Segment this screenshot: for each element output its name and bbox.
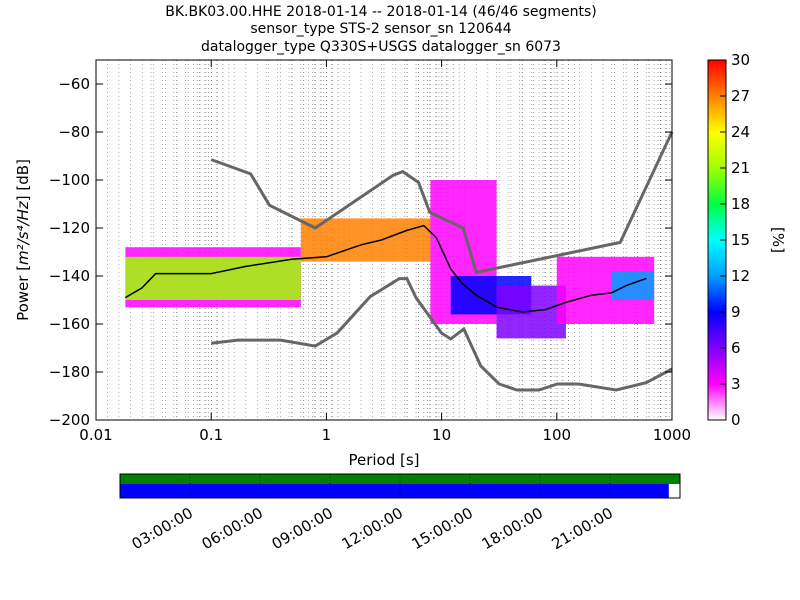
timeline-coverage-bar [120, 484, 669, 498]
colorbar-tick-label: 15 [731, 231, 750, 249]
x-axis-label: Period [s] [348, 451, 419, 469]
x-tick-label: 0.1 [199, 426, 223, 444]
x-axis-ticks: 0.01 0.1 1 10 100 1000 [79, 60, 691, 444]
noise-model-nlnm [211, 277, 673, 392]
colorbar-tick-label: 12 [731, 267, 750, 285]
x-tick-label: 1000 [653, 426, 691, 444]
coverage-timeline: 03:00:00 06:00:00 09:00:00 12:00:00 15:00:00… [119, 473, 681, 553]
colorbar-label: [%] [769, 227, 787, 253]
median-curve [125, 224, 647, 313]
title-line-3: datalogger_type Q330S+USGS datalogger_sn… [201, 39, 561, 55]
colorbar: 0 3 6 9 12 15 18 21 24 27 30 [%] [707, 51, 787, 429]
median-line [125, 224, 647, 313]
y-axis-label-prefix: Power [ [14, 265, 32, 321]
x-tick-label: 1 [322, 426, 332, 444]
density-cell [496, 285, 566, 339]
colorbar-tick-label: 18 [731, 195, 750, 213]
timeline-tick-label: 18:00:00 [479, 504, 546, 553]
timeline-tick-label: 12:00:00 [339, 504, 406, 553]
figure-title: BK.BK03.00.HHE 2018-01-14 -- 2018-01-14 … [165, 4, 597, 55]
title-line-1: BK.BK03.00.HHE 2018-01-14 -- 2018-01-14 … [165, 4, 597, 20]
colorbar-tick-label: 3 [731, 375, 741, 393]
y-tick-label: −100 [49, 171, 90, 189]
y-axis-label-suffix: ] [dB] [14, 159, 32, 201]
density-heatmap [125, 180, 655, 339]
timeline-segments-strip [120, 474, 680, 484]
noise-model-nhnm [210, 131, 674, 275]
y-tick-label: −200 [49, 411, 90, 429]
density-cell [300, 218, 431, 262]
colorbar-tick-label: 21 [731, 159, 750, 177]
title-line-2: sensor_type STS-2 sensor_sn 120644 [250, 21, 511, 37]
density-cell [611, 271, 655, 300]
y-axis-ticks: −60 −80 −100 −120 −140 −160 −180 −200 [49, 75, 672, 429]
plot-frame [95, 59, 673, 421]
y-tick-label: −180 [49, 363, 90, 381]
y-tick-label: −160 [49, 315, 90, 333]
y-axis-label: Power [m²/s⁴/Hz] [dB] [14, 159, 32, 321]
noise-models [210, 131, 674, 392]
colorbar-tick-label: 30 [731, 51, 750, 69]
y-tick-label: −60 [58, 75, 90, 93]
colorbar-tick-label: 0 [731, 411, 741, 429]
timeline-tick-label: 09:00:00 [269, 504, 336, 553]
x-tick-label: 0.01 [79, 426, 112, 444]
colorbar-tick-label: 27 [731, 87, 750, 105]
timeline-tick-label: 06:00:00 [199, 504, 266, 553]
x-tick-label: 100 [542, 426, 571, 444]
colorbar-ticks: 0 3 6 9 12 15 18 21 24 27 30 [720, 51, 750, 429]
colorbar-tick-label: 24 [731, 123, 750, 141]
density-cell [125, 256, 301, 300]
colorbar-tick-label: 9 [731, 303, 741, 321]
plot-area: 0.01 0.1 1 10 100 1000 −60 −80 −100 −120 −140 −160… [49, 59, 691, 444]
timeline-tick-label: 03:00:00 [129, 504, 196, 553]
colorbar-tick-label: 6 [731, 339, 741, 357]
timeline-tick-label: 21:00:00 [549, 504, 616, 553]
timeline-tick-label: 15:00:00 [409, 504, 476, 553]
y-axis-label-units: m²/s⁴/Hz [14, 200, 32, 265]
x-tick-label: 10 [432, 426, 451, 444]
y-tick-label: −80 [58, 123, 90, 141]
y-tick-label: −120 [49, 219, 90, 237]
y-tick-label: −140 [49, 267, 90, 285]
